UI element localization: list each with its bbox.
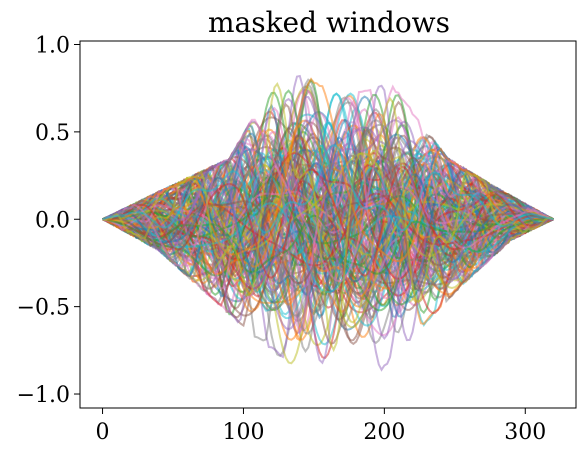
series-line bbox=[102, 175, 554, 365]
x-axis: 0 100 200 300 bbox=[96, 408, 546, 445]
series-line bbox=[102, 84, 554, 283]
series-line bbox=[102, 119, 554, 296]
x-tick-label: 200 bbox=[363, 420, 405, 445]
plot-frame bbox=[79, 40, 577, 409]
y-tick-label: 0.5 bbox=[35, 121, 70, 146]
series-line bbox=[102, 82, 554, 353]
y-tick-label: −0.5 bbox=[17, 296, 70, 321]
x-tick-label: 100 bbox=[222, 420, 264, 445]
series-line bbox=[102, 194, 554, 285]
x-tick-label: 300 bbox=[504, 420, 546, 445]
chart-title: masked windows bbox=[208, 6, 450, 39]
series-line bbox=[102, 166, 554, 279]
y-axis: 1.0 0.5 0.0 −0.5 −1.0 bbox=[17, 33, 80, 408]
y-tick-label: 0.0 bbox=[35, 208, 70, 233]
y-tick-label: −1.0 bbox=[17, 383, 70, 408]
series-line bbox=[102, 162, 554, 299]
y-tick-label: 1.0 bbox=[35, 33, 70, 58]
series-layer bbox=[102, 74, 554, 372]
series-line bbox=[102, 119, 554, 317]
series-line bbox=[102, 143, 554, 234]
x-tick-label: 0 bbox=[96, 420, 110, 445]
